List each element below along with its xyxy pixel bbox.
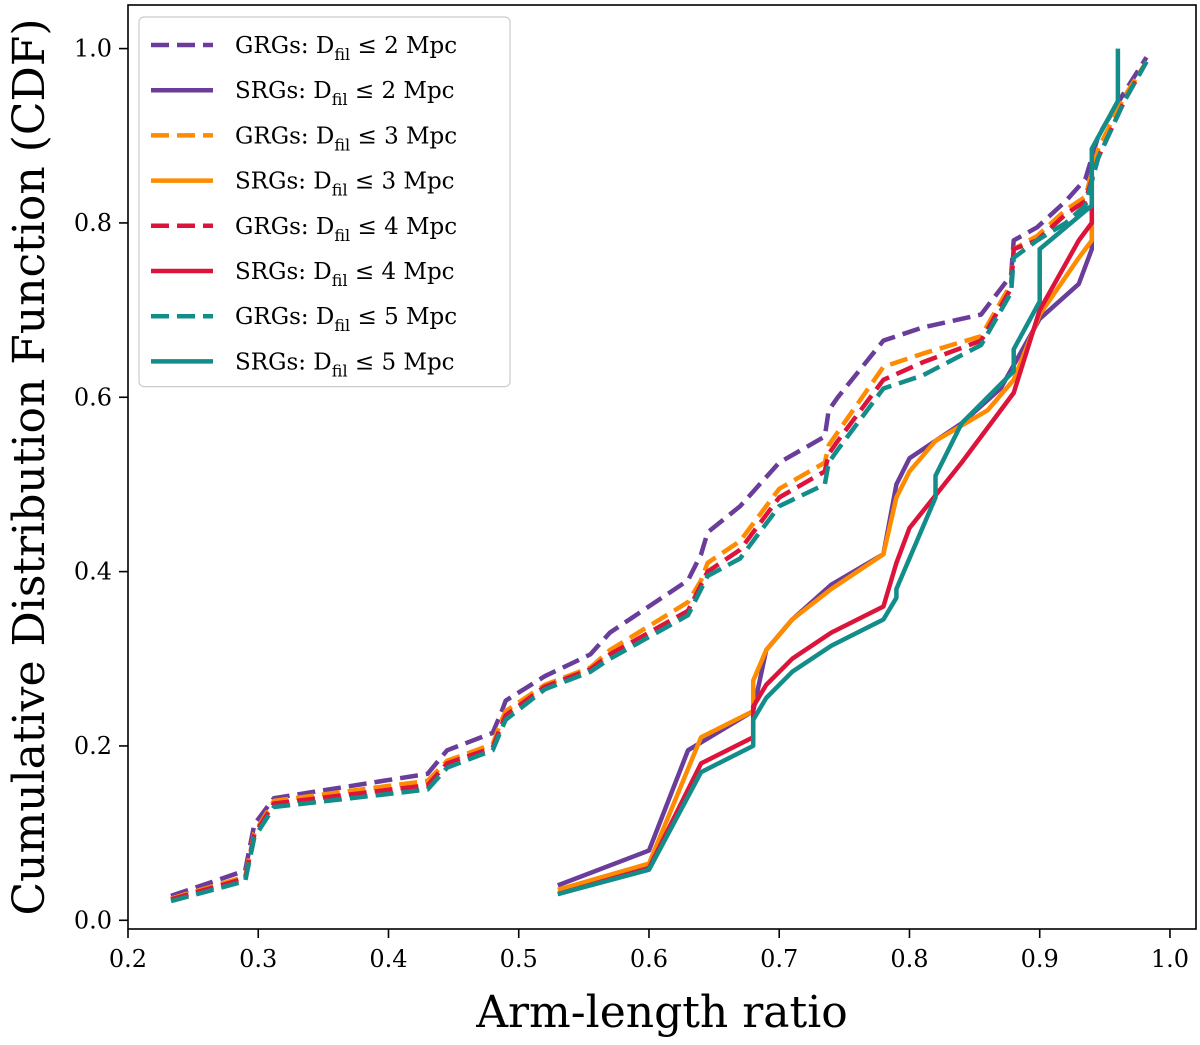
y-tick-label: 0.6 xyxy=(74,383,112,411)
x-tick-label: 0.7 xyxy=(760,945,798,973)
legend-label-subscript: fil xyxy=(332,90,348,109)
legend-label: SRGs: Dfil ≤ 5 Mpc xyxy=(235,349,455,380)
legend-label-prefix: SRGs: D xyxy=(235,78,332,104)
x-axis-title: Arm-length ratio xyxy=(475,987,848,1038)
legend-label-suffix: ≤ 3 Mpc xyxy=(348,169,455,195)
legend-label-suffix: ≤ 5 Mpc xyxy=(350,304,457,330)
series-line-6 xyxy=(557,170,1095,897)
legend-label-subscript: fil xyxy=(334,135,350,154)
legend-label: SRGs: Dfil ≤ 4 Mpc xyxy=(235,259,455,290)
x-tick-label: 0.3 xyxy=(239,945,277,973)
legend-label-prefix: SRGs: D xyxy=(235,349,332,375)
y-tick-label: 0.4 xyxy=(74,558,112,586)
legend-label: SRGs: Dfil ≤ 3 Mpc xyxy=(235,169,455,200)
legend-label-prefix: GRGs: D xyxy=(235,123,334,149)
x-tick-label: 0.2 xyxy=(109,945,147,973)
x-tick-label: 0.4 xyxy=(369,945,407,973)
legend-label-suffix: ≤ 3 Mpc xyxy=(350,123,457,149)
axes-box xyxy=(127,4,1197,930)
x-tick-label: 0.6 xyxy=(630,945,668,973)
series-line-7 xyxy=(170,60,1149,904)
x-tick-label: 0.9 xyxy=(1021,945,1059,973)
series-line-1 xyxy=(170,56,1149,899)
x-tick-label: 1.0 xyxy=(1151,945,1189,973)
y-axis-title: Cumulative Distribution Function (CDF) xyxy=(4,18,55,915)
y-tick-label: 0.2 xyxy=(74,732,112,760)
legend-label-suffix: ≤ 4 Mpc xyxy=(350,214,457,240)
legend-label-prefix: GRGs: D xyxy=(235,214,334,240)
y-tick-label: 1.0 xyxy=(74,35,112,63)
legend-label-subscript: fil xyxy=(332,361,348,380)
legend-label-subscript: fil xyxy=(334,45,350,64)
legend-label-prefix: GRGs: D xyxy=(235,304,334,330)
legend-label-suffix: ≤ 4 Mpc xyxy=(348,259,455,285)
legend-label-suffix: ≤ 2 Mpc xyxy=(350,33,457,59)
legend-label: GRGs: Dfil ≤ 2 Mpc xyxy=(235,33,457,64)
y-tick-label: 0.0 xyxy=(74,906,112,934)
plot-frame xyxy=(127,4,1197,930)
legend-label-suffix: ≤ 5 Mpc xyxy=(348,349,455,375)
legend-label: SRGs: Dfil ≤ 2 Mpc xyxy=(235,78,455,109)
legend-label-subscript: fil xyxy=(332,271,348,290)
legend-label-subscript: fil xyxy=(332,181,348,200)
series-line-2 xyxy=(556,222,1095,888)
series-line-8 xyxy=(557,48,1121,897)
legend-label-subscript: fil xyxy=(334,226,350,245)
legend-label-subscript: fil xyxy=(334,316,350,335)
legend-label-prefix: SRGs: D xyxy=(235,169,332,195)
x-tick-label: 0.5 xyxy=(500,945,538,973)
series-line-4 xyxy=(557,205,1095,892)
legend-label: GRGs: Dfil ≤ 4 Mpc xyxy=(235,214,457,245)
series-lines xyxy=(170,48,1149,904)
legend-label-suffix: ≤ 2 Mpc xyxy=(348,78,455,104)
legend-label-prefix: SRGs: D xyxy=(235,259,332,285)
legend-label: GRGs: Dfil ≤ 5 Mpc xyxy=(235,304,457,335)
series-line-3 xyxy=(170,60,1149,901)
y-tick-label: 0.8 xyxy=(74,209,112,237)
axis-ticks: 0.2 0.3 0.4 0.5 0.6 0.7 0.8 0.9 1.0 0.0 0.2 0.4 0.6 0… xyxy=(74,35,1189,973)
legend-label-prefix: GRGs: D xyxy=(235,33,334,59)
x-tick-label: 0.8 xyxy=(890,945,928,973)
legend-label: GRGs: Dfil ≤ 3 Mpc xyxy=(235,123,457,154)
legend-box xyxy=(138,16,511,388)
